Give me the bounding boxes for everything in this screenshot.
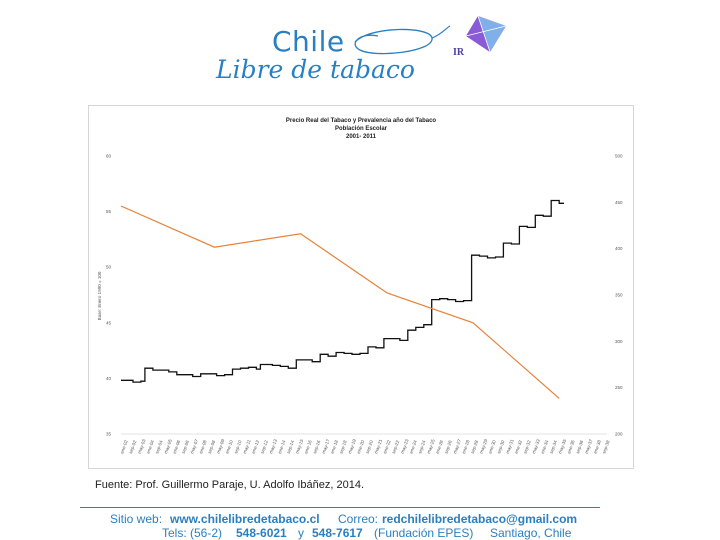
left-tick-label: 40 — [106, 376, 112, 381]
x-tick-label: ene-10 — [224, 439, 234, 454]
x-tick-label: may-21 — [373, 438, 383, 454]
source-note: Fuente: Prof. Guillermo Paraje, U. Adolf… — [95, 479, 365, 491]
x-tick-label: sep-34 — [549, 439, 559, 454]
chart-svg: Precio Real del Tabaco y Prevalencia año… — [97, 118, 623, 454]
web-label: Sitio web: — [110, 512, 163, 526]
x-tick-label: ene-32 — [514, 439, 524, 454]
x-tick-label: sep-04 — [154, 439, 164, 454]
x-tick-label: may-31 — [505, 438, 515, 454]
right-tick-label: 500 — [615, 154, 623, 159]
x-tick-label: ene-30 — [487, 439, 497, 454]
tel-org: (Fundación EPES) — [374, 526, 474, 540]
x-tick-label: may-15 — [295, 438, 305, 454]
x-tick-label: sep-12 — [259, 439, 269, 454]
y-axis-label: Base: Enero 1990 = 100 — [97, 271, 102, 320]
x-tick-label: may-11 — [242, 438, 252, 454]
x-tick-label: ene-28 — [461, 439, 471, 454]
right-tick-label: 250 — [615, 385, 623, 390]
chart-title-line: 2001- 2011 — [346, 134, 377, 140]
x-tick-label: may-07 — [189, 438, 199, 454]
tel-and: y — [298, 526, 304, 540]
x-tick-label: sep-38 — [601, 439, 611, 454]
x-tick-label: ene-20 — [356, 439, 366, 454]
right-tick-label: 450 — [615, 200, 623, 205]
x-tick-label: sep-20 — [365, 439, 375, 454]
footer-divider — [80, 507, 600, 508]
x-tick-label: ene-22 — [382, 439, 392, 454]
right-tick-label: 350 — [615, 293, 623, 298]
logo-brand: Chile — [272, 25, 345, 58]
left-tick-label: 35 — [106, 432, 112, 437]
x-tick-label: may-37 — [584, 438, 594, 454]
chart-title-line: Población Escolar — [335, 126, 388, 132]
x-tick-label: may-29 — [479, 438, 489, 454]
series-line — [121, 199, 564, 383]
chart-series — [120, 199, 564, 399]
logo: IR Chile Libre de tabaco — [210, 8, 510, 88]
left-axis: 35 40 45 50 55 60 — [106, 154, 112, 437]
x-tick-label: sep-24 — [417, 439, 427, 454]
x-tick-label: sep-32 — [522, 439, 532, 454]
tel-1: 548-6021 — [236, 526, 287, 540]
tel-label: Tels: (56-2) — [162, 526, 223, 540]
x-tick-label: may-19 — [347, 438, 357, 454]
x-tick-label: sep-18 — [338, 439, 348, 454]
x-tick-label: sep-22 — [391, 439, 401, 454]
right-tick-label: 200 — [615, 432, 623, 437]
chart-title-line: Precio Real del Tabaco y Prevalencia año… — [286, 118, 437, 124]
mail-label: Correo: — [338, 512, 379, 526]
x-tick-label: sep-14 — [286, 439, 296, 454]
x-tick-label: sep-06 — [181, 439, 191, 454]
x-tick-label: may-09 — [216, 438, 226, 454]
left-tick-label: 55 — [106, 209, 112, 214]
right-tick-label: 300 — [615, 339, 623, 344]
x-tick-label: sep-28 — [470, 439, 480, 454]
x-tick-label: ene-02 — [119, 439, 129, 454]
x-tick-label: may-35 — [557, 438, 567, 454]
chart-title: Precio Real del Tabaco y Prevalencia año… — [286, 118, 437, 140]
left-tick-label: 60 — [106, 154, 112, 159]
left-tick-label: 50 — [106, 265, 112, 270]
x-tick-label: ene-06 — [172, 439, 182, 454]
kite-logo-icon: IR — [354, 15, 507, 58]
x-tick-label: sep-26 — [443, 439, 453, 454]
x-tick-label: ene-04 — [146, 439, 156, 454]
x-tick-label: may-25 — [426, 438, 436, 454]
x-tick-label: may-33 — [531, 438, 541, 454]
x-tick-label: sep-10 — [233, 439, 243, 454]
right-axis: 200 250 300 350 400 450 500 — [615, 154, 623, 437]
x-tick-label: sep-08 — [207, 439, 217, 454]
x-tick-label: may-03 — [137, 438, 147, 454]
x-tick-label: ene-08 — [198, 439, 208, 454]
logo-tagline: Libre de tabaco — [216, 55, 415, 84]
web-link[interactable]: www.chilelibredetabaco.cl — [170, 512, 320, 526]
x-tick-label: ene-16 — [303, 439, 313, 454]
x-tick-label: may-17 — [321, 438, 331, 454]
x-tick-label: sep-36 — [575, 439, 585, 454]
chart-frame: Precio Real del Tabaco y Prevalencia año… — [88, 105, 634, 469]
x-tick-label: ene-12 — [251, 439, 261, 454]
tel-2: 548-7617 — [312, 526, 363, 540]
series-line — [120, 205, 560, 399]
x-tick-label: sep-16 — [312, 439, 322, 454]
x-tick-label: sep-30 — [496, 439, 506, 454]
right-tick-label: 400 — [615, 246, 623, 251]
logo-badge: IR — [453, 47, 465, 58]
x-tick-label: ene-38 — [592, 439, 602, 454]
x-tick-label: ene-34 — [540, 439, 550, 454]
mail-link[interactable]: redchilelibredetabaco@gmail.com — [382, 512, 578, 526]
x-tick-label: may-23 — [400, 438, 410, 454]
footer-city: Santiago, Chile — [490, 526, 572, 540]
x-tick-label: ene-14 — [277, 439, 287, 454]
x-tick-label: sep-02 — [128, 439, 138, 454]
x-tick-label: ene-18 — [330, 439, 340, 454]
x-tick-label: ene-26 — [435, 439, 445, 454]
x-tick-label: ene-24 — [408, 439, 418, 454]
left-tick-label: 45 — [106, 320, 112, 325]
x-tick-label: may-05 — [163, 438, 173, 454]
x-tick-label: may-27 — [452, 438, 462, 454]
x-tick-label: ene-36 — [566, 439, 576, 454]
x-tick-label: may-13 — [268, 438, 278, 454]
